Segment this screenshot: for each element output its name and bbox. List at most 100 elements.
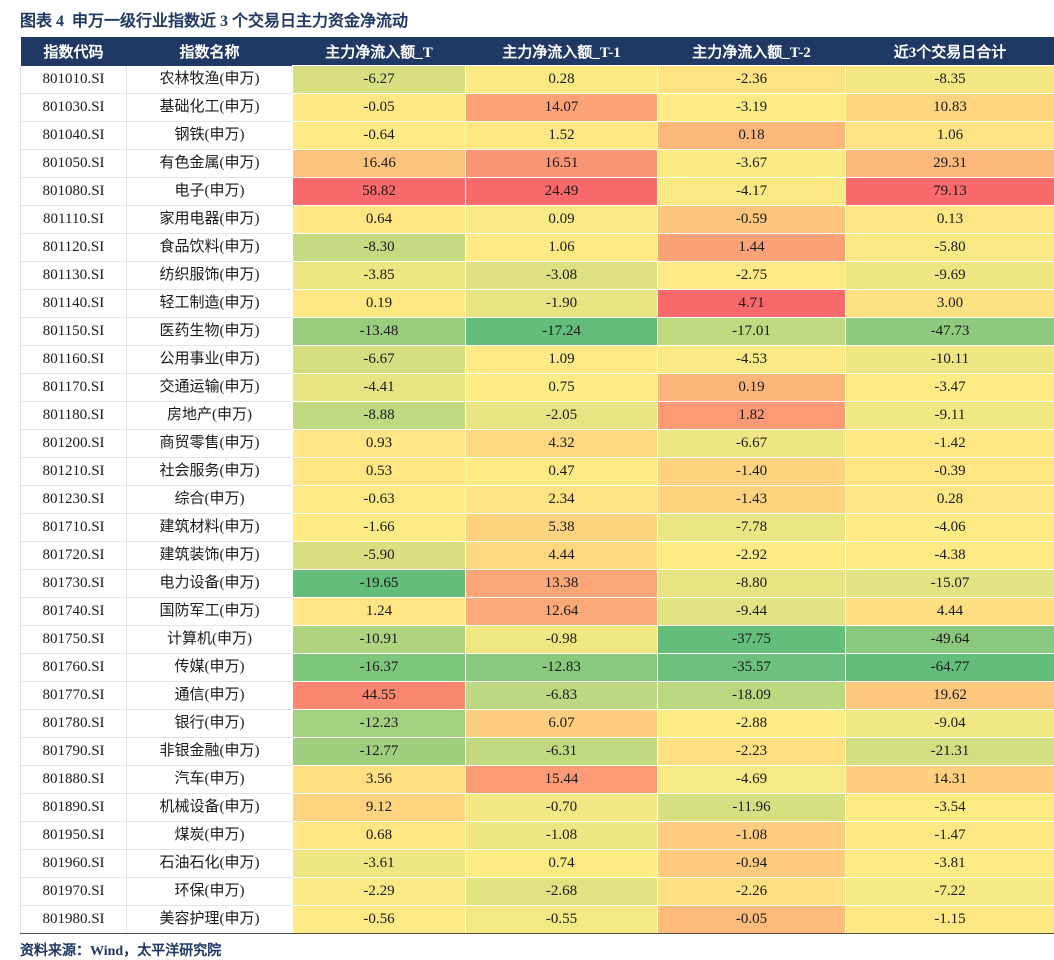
value-cell: 0.47 [466,458,658,486]
column-header: 指数代码 [21,37,127,66]
value-cell: -12.23 [293,710,466,738]
value-cell: -49.64 [846,626,1054,654]
index-code-cell: 801030.SI [21,94,127,122]
index-name-cell: 环保(申万) [127,878,293,906]
source-note: 资料来源：Wind，太平洋研究院 [0,934,1054,960]
value-cell: -1.42 [846,430,1054,458]
index-name-cell: 纺织服饰(申万) [127,262,293,290]
value-cell: 24.49 [466,178,658,206]
value-cell: -13.48 [293,318,466,346]
column-header: 主力净流入额_T [293,37,466,66]
value-cell: -5.80 [846,234,1054,262]
index-code-cell: 801120.SI [21,234,127,262]
value-cell: -2.88 [658,710,846,738]
value-cell: -2.26 [658,878,846,906]
index-code-cell: 801150.SI [21,318,127,346]
value-cell: -21.31 [846,738,1054,766]
value-cell: -6.67 [293,346,466,374]
value-cell: -2.29 [293,878,466,906]
value-cell: -3.61 [293,850,466,878]
value-cell: -12.77 [293,738,466,766]
value-cell: -64.77 [846,654,1054,682]
index-code-cell: 801980.SI [21,906,127,934]
value-cell: 6.07 [466,710,658,738]
value-cell: -0.05 [658,906,846,934]
index-code-cell: 801760.SI [21,654,127,682]
value-cell: 58.82 [293,178,466,206]
value-cell: 19.62 [846,682,1054,710]
value-cell: 0.64 [293,206,466,234]
value-cell: -1.08 [466,822,658,850]
value-cell: 1.06 [466,234,658,262]
index-code-cell: 801130.SI [21,262,127,290]
index-code-cell: 801010.SI [21,66,127,94]
index-code-cell: 801950.SI [21,822,127,850]
value-cell: -18.09 [658,682,846,710]
index-name-cell: 通信(申万) [127,682,293,710]
index-name-cell: 农林牧渔(申万) [127,66,293,94]
value-cell: -47.73 [846,318,1054,346]
index-code-cell: 801180.SI [21,402,127,430]
index-name-cell: 公用事业(申万) [127,346,293,374]
value-cell: -35.57 [658,654,846,682]
value-cell: 0.93 [293,430,466,458]
value-cell: -15.07 [846,570,1054,598]
index-name-cell: 石油石化(申万) [127,850,293,878]
index-code-cell: 801230.SI [21,486,127,514]
column-header: 主力净流入额_T-1 [466,37,658,66]
value-cell: -1.40 [658,458,846,486]
value-cell: 0.19 [658,374,846,402]
index-name-cell: 钢铁(申万) [127,122,293,150]
value-cell: 1.44 [658,234,846,262]
value-cell: -0.94 [658,850,846,878]
value-cell: -0.64 [293,122,466,150]
value-cell: -6.67 [658,430,846,458]
index-name-cell: 国防军工(申万) [127,598,293,626]
value-cell: -19.65 [293,570,466,598]
value-cell: -4.38 [846,542,1054,570]
index-code-cell: 801890.SI [21,794,127,822]
index-name-cell: 电子(申万) [127,178,293,206]
value-cell: 1.82 [658,402,846,430]
index-name-cell: 基础化工(申万) [127,94,293,122]
value-cell: -8.30 [293,234,466,262]
index-code-cell: 801110.SI [21,206,127,234]
index-name-cell: 银行(申万) [127,710,293,738]
value-cell: -0.05 [293,94,466,122]
index-code-cell: 801960.SI [21,850,127,878]
index-code-cell: 801780.SI [21,710,127,738]
index-name-cell: 美容护理(申万) [127,906,293,934]
value-cell: -37.75 [658,626,846,654]
value-cell: -1.15 [846,906,1054,934]
value-cell: -0.56 [293,906,466,934]
index-name-cell: 商贸零售(申万) [127,430,293,458]
value-cell: 14.31 [846,766,1054,794]
value-cell: -0.63 [293,486,466,514]
value-cell: -16.37 [293,654,466,682]
value-cell: -3.47 [846,374,1054,402]
index-name-cell: 食品饮料(申万) [127,234,293,262]
index-name-cell: 非银金融(申万) [127,738,293,766]
value-cell: 3.56 [293,766,466,794]
value-cell: 16.51 [466,150,658,178]
index-name-cell: 社会服务(申万) [127,458,293,486]
index-name-cell: 建筑材料(申万) [127,514,293,542]
index-name-cell: 汽车(申万) [127,766,293,794]
index-code-cell: 801170.SI [21,374,127,402]
value-cell: 4.71 [658,290,846,318]
index-code-cell: 801210.SI [21,458,127,486]
